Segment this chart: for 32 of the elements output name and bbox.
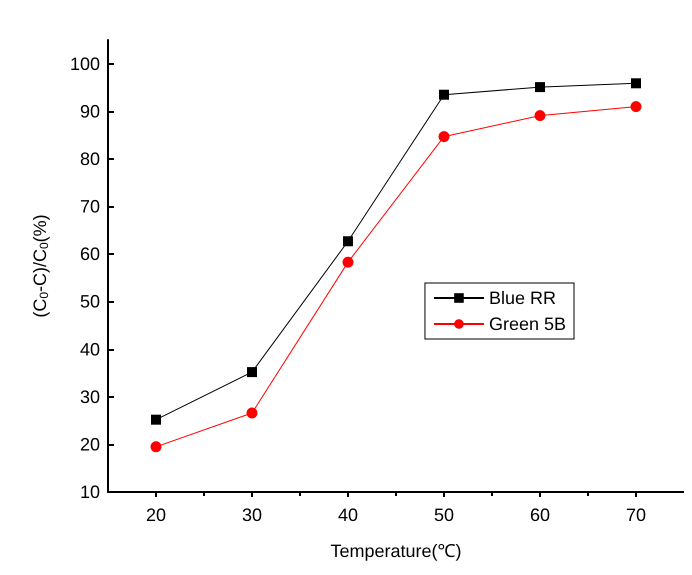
point: [343, 236, 353, 246]
y-tick-label: 60: [80, 244, 100, 264]
x-tick-label: 70: [626, 505, 646, 525]
legend-label: Blue RR: [488, 288, 556, 308]
point: [151, 414, 161, 425]
x-axis-title: Temperature(℃): [330, 541, 462, 561]
x-tick-label: 50: [434, 505, 454, 525]
y-tick-label: 70: [80, 196, 100, 217]
point: [631, 78, 641, 88]
point: [534, 110, 546, 122]
point: [342, 256, 354, 268]
y-tick-label: 50: [80, 292, 100, 312]
point: [630, 101, 642, 112]
x-tick-label: 40: [338, 505, 358, 525]
point: [535, 82, 545, 92]
y-tick-label: 40: [80, 339, 100, 360]
x-tick-label: 30: [242, 505, 262, 525]
point: [247, 367, 257, 378]
y-tick-label: 10: [80, 482, 100, 502]
y-axis-title: (C0-C)/C0(%): [30, 214, 51, 318]
y-tick-label: 80: [80, 148, 100, 169]
point: [438, 131, 450, 142]
legend-label: Green 5B: [488, 314, 566, 334]
x-tick-label: 20: [146, 505, 166, 525]
point: [439, 90, 449, 100]
y-tick-label: 20: [80, 434, 100, 454]
y-tick-label: 100: [70, 54, 100, 74]
point: [150, 441, 162, 452]
point: [246, 408, 258, 419]
y-tick-label: 30: [80, 386, 100, 407]
y-tick-label: 90: [80, 101, 100, 122]
x-tick-label: 60: [530, 505, 550, 525]
